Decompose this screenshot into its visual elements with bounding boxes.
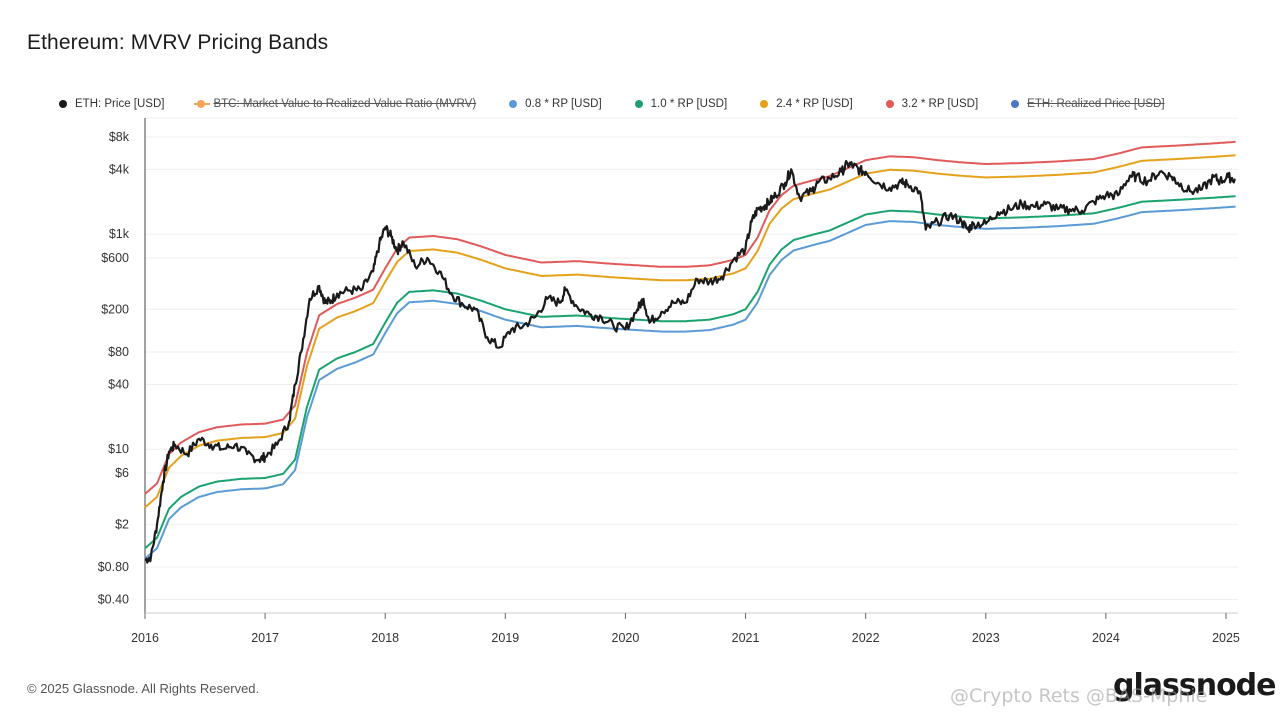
legend-label: 2.4 * RP [USD] (776, 98, 853, 110)
legend-label: 3.2 * RP [USD] (901, 98, 979, 110)
legend-label: ETH: Realized Price [USD] (1027, 98, 1165, 110)
band-line-3-2 (144, 140, 1236, 495)
chart-legend: ETH: Price [USD] BTC: Market Value to Rea… (56, 98, 1195, 110)
x-tick-label: 2019 (491, 631, 519, 645)
legend-marker-icon (194, 99, 211, 109)
y-tick-label: $0.40 (98, 593, 129, 607)
x-tick-label: 2025 (1212, 631, 1240, 645)
y-tick-label: $0.80 (98, 560, 129, 574)
y-tick-label: $200 (101, 302, 129, 316)
y-tick-label: $8k (109, 130, 130, 144)
legend-label: ETH: Price [USD] (75, 98, 165, 110)
y-tick-label: $6 (115, 466, 129, 480)
y-tick-label: $4k (109, 162, 130, 176)
x-tick-label: 2024 (1092, 631, 1120, 645)
legend-item-6[interactable]: ETH: Realized Price [USD] (1008, 98, 1165, 110)
copyright-text: © 2025 Glassnode. All Rights Reserved. (27, 681, 260, 696)
legend-marker-icon (1008, 99, 1024, 109)
legend-item-2[interactable]: 0.8 * RP [USD] (506, 98, 602, 110)
chart-title: Ethereum: MVRV Pricing Bands (27, 31, 329, 54)
y-tick-label: $600 (101, 251, 129, 265)
x-tick-label: 2022 (852, 631, 880, 645)
legend-item-4[interactable]: 2.4 * RP [USD] (757, 98, 853, 110)
x-tick-label: 2016 (131, 631, 159, 645)
legend-marker-icon (56, 99, 72, 109)
legend-marker-icon (883, 99, 899, 109)
x-tick-label: 2017 (251, 631, 279, 645)
x-tick-label: 2023 (972, 631, 1000, 645)
band-line-1 (144, 195, 1236, 549)
legend-marker-icon (757, 99, 773, 109)
legend-item-0[interactable]: ETH: Price [USD] (56, 98, 164, 110)
band-line-0-8 (144, 205, 1236, 560)
legend-marker-icon (632, 99, 648, 109)
legend-item-1[interactable]: BTC: Market Value to Realized Value Rati… (194, 98, 476, 110)
band-line-2-4 (144, 154, 1236, 509)
y-tick-label: $2 (115, 517, 129, 531)
y-tick-label: $80 (108, 345, 129, 359)
legend-label: 1.0 * RP [USD] (650, 98, 728, 110)
watermark-text: @Crypto Rets @BAS-Mphie (950, 685, 1208, 707)
x-tick-label: 2020 (612, 631, 640, 645)
legend-marker-icon (506, 99, 522, 109)
legend-item-5[interactable]: 3.2 * RP [USD] (883, 98, 979, 110)
legend-label: BTC: Market Value to Realized Value Rati… (213, 98, 477, 110)
legend-label: 0.8 * RP [USD] (525, 98, 602, 110)
eth-price-line (144, 160, 1236, 564)
y-tick-label: $1k (109, 227, 130, 241)
y-tick-label: $10 (108, 442, 129, 456)
legend-item-3[interactable]: 1.0 * RP [USD] (632, 98, 728, 110)
glassnode-logo: glassnode (1113, 668, 1277, 703)
y-tick-label: $40 (108, 377, 129, 391)
x-tick-label: 2021 (732, 631, 760, 645)
x-tick-label: 2018 (371, 631, 399, 645)
